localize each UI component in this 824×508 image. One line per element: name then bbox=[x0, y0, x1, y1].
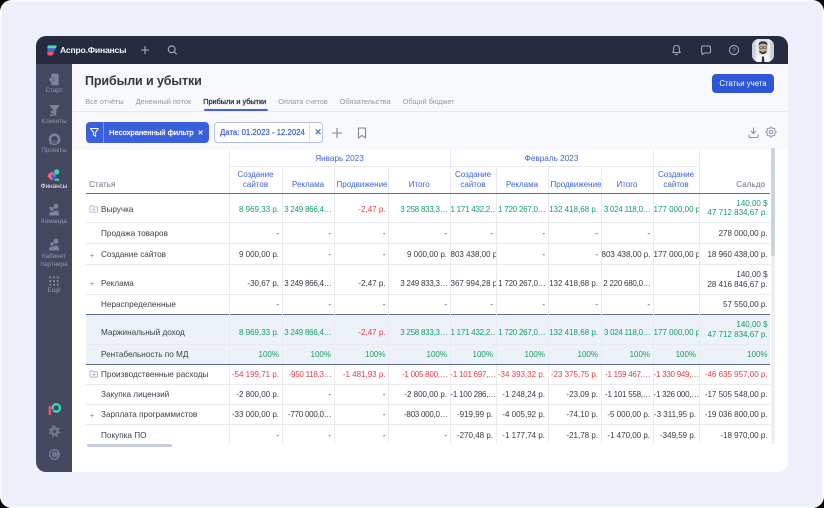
svg-text:?: ? bbox=[732, 48, 736, 55]
